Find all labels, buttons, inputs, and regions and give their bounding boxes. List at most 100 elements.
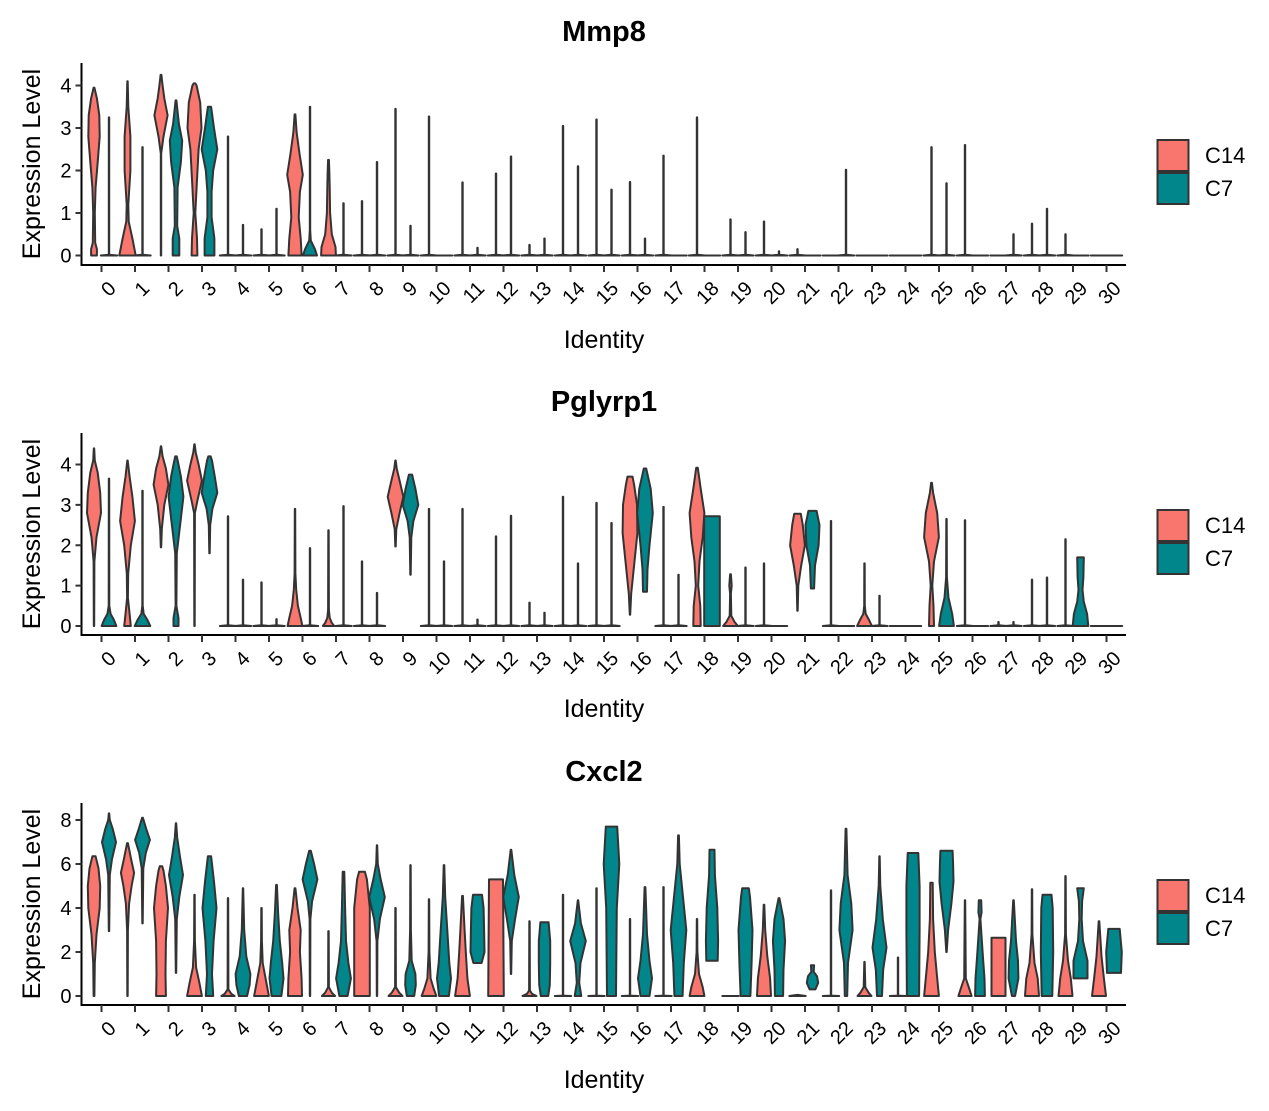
x-tick-label: 22 (826, 648, 857, 679)
legend-key-c7 (1156, 912, 1190, 945)
x-axis-label: Identity (564, 326, 645, 354)
violin-cluster-15-c14 (587, 887, 606, 997)
violin-cluster-1-c14 (118, 80, 137, 257)
violin-cluster-17-c14 (654, 154, 673, 257)
x-tick-label: 11 (459, 278, 489, 308)
violin-cluster-1-c14 (119, 459, 136, 627)
violin-cluster-16-c7 (637, 886, 653, 997)
x-tick-label: 25 (927, 1018, 958, 1049)
violin-cluster-3-c14 (186, 893, 203, 997)
violin-cluster-14-c14 (553, 495, 573, 627)
x-tick-label: 0 (97, 648, 120, 671)
violin-cluster-22-c7 (838, 827, 854, 997)
violin-cluster-1-c7 (134, 816, 151, 925)
violin-cluster-4-c7 (233, 223, 253, 257)
violin-cluster-28-c14 (1022, 578, 1042, 627)
x-tick-label: 13 (525, 278, 556, 309)
x-tick-label: 16 (625, 648, 656, 679)
violin-cluster-24-c7 (905, 852, 921, 997)
x-tick-label: 27 (994, 278, 1025, 309)
violin-cluster-2-c14 (153, 865, 169, 997)
y-tick-label: 3 (60, 495, 71, 517)
x-tick-label: 16 (625, 1018, 656, 1049)
violin-cluster-5-c14 (252, 228, 271, 257)
x-tick-label: 9 (399, 1018, 422, 1041)
x-tick-label: 22 (826, 1018, 857, 1049)
x-tick-label: 22 (826, 278, 857, 309)
x-tick-label: 28 (1027, 278, 1058, 309)
violin-cluster-7-c14 (320, 930, 337, 997)
violin-cluster-16-c14 (621, 475, 639, 616)
x-tick-label: 5 (265, 1018, 288, 1041)
violin-cluster-2-c7 (168, 822, 184, 974)
legend-label: C14 (1205, 883, 1245, 908)
x-tick-label: 17 (659, 648, 690, 679)
legend-key-c14 (1156, 509, 1190, 542)
x-tick-label: 1 (131, 1018, 154, 1041)
x-tick-label: 27 (994, 648, 1025, 679)
legend-label: C14 (1205, 513, 1245, 538)
x-tick-label: 20 (759, 1018, 790, 1049)
violin-cluster-19-c14 (722, 573, 739, 627)
violin-cluster-28-c14 (1024, 888, 1040, 997)
violin-cluster-23-c7 (871, 855, 888, 997)
y-tick-label: 6 (60, 854, 71, 876)
violin-cluster-4-c7 (233, 578, 253, 627)
x-tick-label: 28 (1027, 1018, 1058, 1049)
x-tick-label: 16 (625, 278, 656, 309)
violin-cluster-0-c14 (86, 855, 102, 997)
violin-cluster-21-c14 (788, 993, 807, 997)
x-tick-label: 10 (424, 278, 455, 309)
violin-cluster-9-c7 (404, 864, 417, 997)
violin-cluster-9-c7 (401, 224, 420, 257)
violin-cluster-3-c7 (200, 455, 219, 555)
violin-cluster-25-c7 (938, 518, 955, 627)
y-tick-label: 4 (60, 898, 71, 920)
x-tick-label: 23 (860, 278, 891, 309)
x-tick-label: 24 (893, 278, 924, 309)
violin-cluster-16-c7 (635, 237, 655, 257)
x-tick-label: 13 (525, 648, 556, 679)
violins (87, 73, 1124, 257)
violin-cluster-14-c14 (553, 893, 573, 997)
x-tick-label: 21 (793, 648, 824, 679)
violin-cluster-2-c14 (152, 445, 170, 549)
violin-cluster-16-c14 (620, 181, 640, 257)
violin-cluster-5-c14 (253, 907, 270, 997)
violin-cluster-2-c7 (167, 455, 185, 627)
legend-label: C7 (1205, 546, 1233, 571)
y-tick-label: 1 (60, 576, 71, 598)
x-tick-label: 27 (994, 1018, 1025, 1049)
violin-cluster-7-c14 (321, 529, 336, 627)
violin-cluster-7-c7 (334, 202, 353, 257)
violin-cluster-25-c14 (923, 881, 940, 997)
violin-cluster-0-c7 (101, 812, 117, 933)
violin-cluster-0-c14 (86, 447, 102, 627)
violin-cluster-30-c7 (1105, 927, 1123, 974)
y-tick-label: 4 (60, 76, 71, 98)
legend-key-c14 (1156, 139, 1190, 172)
y-tick-label: 2 (60, 535, 71, 557)
x-tick-label: 17 (659, 1018, 690, 1049)
y-tick-label: 3 (60, 118, 71, 140)
violin-cluster-21-c7 (804, 509, 821, 590)
violin-cluster-28-c14 (1022, 222, 1042, 257)
violin-cluster-11-c14 (454, 894, 471, 997)
x-tick-label: 9 (399, 278, 422, 301)
x-tick-label: 19 (726, 648, 757, 679)
violin-cluster-11-c7 (468, 618, 487, 627)
violin-cluster-14-c7 (568, 165, 588, 257)
x-tick-label: 15 (592, 648, 623, 679)
x-tick-label: 24 (893, 648, 924, 679)
violin-cluster-13-c14 (521, 920, 538, 997)
x-tick-label: 29 (1061, 1018, 1092, 1049)
violins (86, 443, 1124, 627)
violin-cluster-17-c7 (669, 834, 688, 997)
y-tick-label: 1 (60, 203, 71, 225)
violin-cluster-23-c14 (856, 562, 873, 627)
violin-cluster-27-c14 (990, 936, 1007, 997)
x-tick-label: 14 (558, 1018, 589, 1049)
